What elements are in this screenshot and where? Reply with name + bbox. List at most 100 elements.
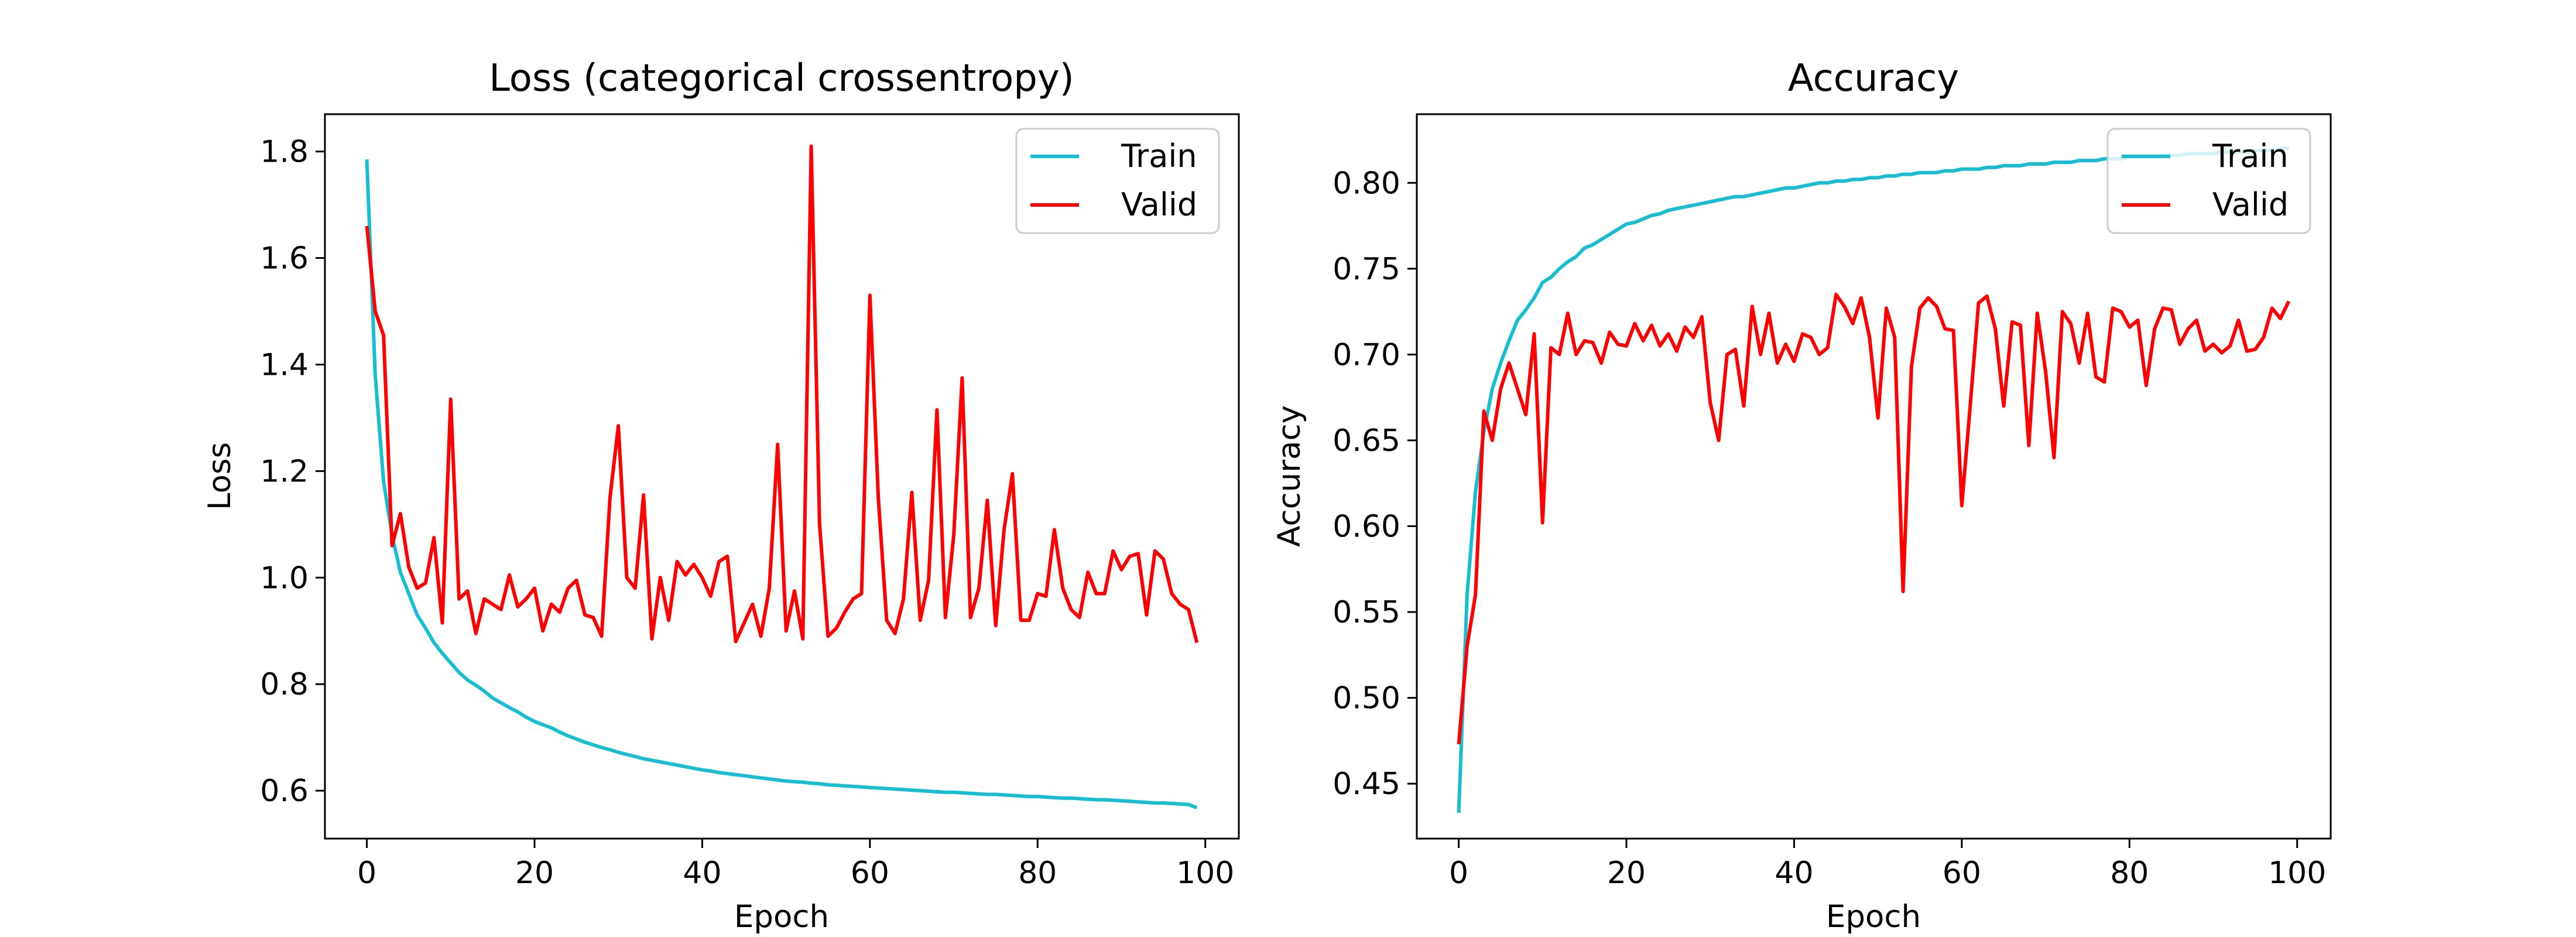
accuracy-train-point <box>2094 159 2098 162</box>
accuracy-train-point <box>1642 217 1645 221</box>
accuracy-train-point <box>1608 232 1611 236</box>
loss-train-point <box>1195 806 1198 809</box>
loss-valid-point <box>1070 608 1073 611</box>
accuracy-train-point <box>1734 195 1737 199</box>
accuracy-valid-point <box>1734 348 1737 351</box>
accuracy-train-point <box>1876 176 1880 180</box>
accuracy-valid-point <box>2010 320 2014 324</box>
accuracy-train-point <box>1968 167 1972 171</box>
loss-valid-point <box>717 560 721 563</box>
loss-train-point <box>399 570 402 574</box>
loss-train-point <box>616 751 620 754</box>
loss-valid-point <box>818 522 821 526</box>
accuracy-valid-point <box>1642 339 1645 343</box>
accuracy-train-point <box>1809 183 1813 186</box>
accuracy-valid-point <box>1885 306 1888 310</box>
loss-train-point <box>1128 799 1132 803</box>
accuracy-valid-point <box>1817 353 1821 356</box>
loss-valid-point <box>432 536 436 539</box>
accuracy-valid-point <box>1834 293 1838 296</box>
loss-valid-point <box>734 640 738 644</box>
loss-train-point <box>994 793 998 796</box>
accuracy-valid-point <box>1952 329 1955 332</box>
loss-valid-point <box>985 498 989 502</box>
accuracy-valid-point <box>1927 296 1930 300</box>
loss-ticks: 0 20 40 60 80 100 0.6 0.8 1.0 1.2 1.4 1.6 1.8 <box>260 135 1234 891</box>
loss-valid-point <box>1044 594 1048 598</box>
loss-legend-valid-label: Valid <box>1121 186 1197 223</box>
loss-train-point <box>969 792 972 795</box>
accuracy-train-point <box>1826 181 1830 184</box>
loss-valid-point <box>1153 549 1157 553</box>
accuracy-valid-point <box>1658 344 1662 348</box>
accuracy-train-point <box>1885 175 1888 178</box>
accuracy-valid-point <box>1482 409 1486 413</box>
loss-train-point <box>1053 796 1056 799</box>
loss-y-tick-label: 1.8 <box>260 135 309 170</box>
accuracy-valid-point <box>2153 327 2156 330</box>
loss-train-point <box>1187 803 1190 806</box>
accuracy-train-point <box>2044 162 2047 166</box>
accuracy-valid-point <box>1700 315 1704 319</box>
loss-valid-point <box>474 632 478 635</box>
loss-train-point <box>944 791 947 794</box>
loss-valid-point <box>810 145 813 148</box>
accuracy-valid-point <box>2052 456 2056 459</box>
accuracy-train-point <box>1599 238 1603 241</box>
loss-y-tick-label: 0.6 <box>260 774 309 809</box>
loss-train-point <box>876 786 880 790</box>
accuracy-train-point <box>1457 811 1461 815</box>
loss-train-point <box>625 753 629 756</box>
loss-train-point <box>919 789 922 792</box>
loss-train-point <box>491 696 494 700</box>
accuracy-valid-point <box>2128 326 2131 329</box>
loss-train-point <box>801 781 804 784</box>
accuracy-series-valid-line <box>1457 292 2291 745</box>
loss-train-point <box>382 480 385 484</box>
accuracy-train-point <box>1851 177 1855 181</box>
loss-train-point <box>709 770 712 773</box>
accuracy-valid-point <box>2102 380 2106 384</box>
accuracy-valid-point <box>1960 504 1964 507</box>
loss-train-point <box>575 737 578 741</box>
loss-valid-point <box>960 376 964 379</box>
accuracy-valid-point <box>1549 346 1553 350</box>
accuracy-valid-point <box>1742 404 1746 408</box>
accuracy-valid-point <box>1809 336 1813 339</box>
accuracy-valid-point <box>1683 326 1687 329</box>
accuracy-x-tick-label: 60 <box>1943 856 1981 891</box>
loss-valid-point <box>893 632 897 635</box>
accuracy-valid-point <box>2287 300 2290 303</box>
loss-train-point <box>1179 802 1182 806</box>
accuracy-valid-point <box>1541 521 1544 525</box>
accuracy-train-point <box>2036 162 2039 166</box>
loss-x-tick-label: 60 <box>851 856 889 891</box>
loss-valid-point <box>835 627 838 630</box>
accuracy-chart: Accuracy 0 20 40 60 80 100 0.45 0.50 0.55 0.60 0.6… <box>1272 57 2332 935</box>
accuracy-valid-point <box>1608 330 1611 334</box>
loss-train-point <box>541 723 544 726</box>
accuracy-y-tick-label: 0.65 <box>1332 423 1400 459</box>
loss-train-point <box>893 787 897 791</box>
loss-train-point <box>441 652 444 655</box>
loss-train-point <box>768 777 771 781</box>
accuracy-valid-point <box>1574 353 1578 356</box>
accuracy-train-point <box>1558 267 1561 271</box>
accuracy-valid-point <box>1767 312 1771 315</box>
loss-valid-point <box>600 634 604 638</box>
accuracy-x-tick-label: 40 <box>1775 856 1813 891</box>
accuracy-valid-point <box>2069 322 2073 326</box>
accuracy-valid-point <box>2145 384 2148 387</box>
accuracy-valid-point <box>1516 387 1519 391</box>
accuracy-train-point <box>2019 164 2022 167</box>
accuracy-valid-point <box>2027 444 2030 447</box>
accuracy-train-point <box>1533 296 1536 300</box>
accuracy-train-point <box>1792 186 1796 190</box>
loss-train-point <box>835 784 838 787</box>
accuracy-valid-point <box>1558 353 1561 356</box>
loss-valid-point <box>843 610 847 614</box>
loss-train-point <box>985 793 989 796</box>
loss-train-point <box>591 743 595 747</box>
accuracy-valid-point <box>2136 319 2140 322</box>
